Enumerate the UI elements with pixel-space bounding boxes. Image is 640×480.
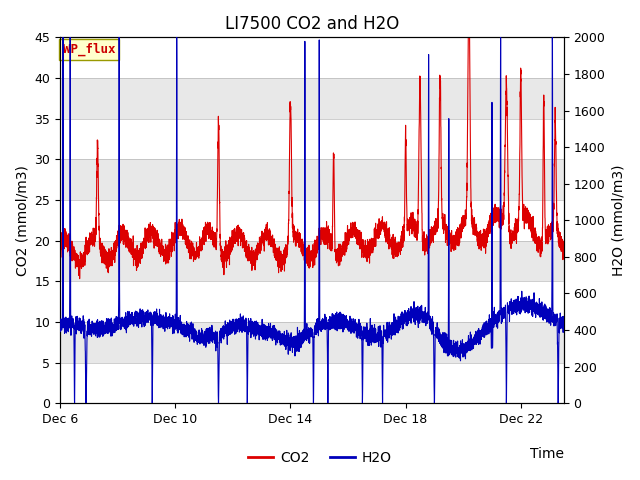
- Bar: [60, 37, 564, 78]
- Bar: [60, 159, 564, 200]
- Y-axis label: CO2 (mmol/m3): CO2 (mmol/m3): [15, 165, 29, 276]
- Bar: [60, 200, 564, 240]
- Bar: [60, 362, 564, 403]
- Title: LI7500 CO2 and H2O: LI7500 CO2 and H2O: [225, 15, 399, 33]
- Bar: [60, 322, 564, 362]
- Bar: [60, 119, 564, 159]
- Bar: [60, 240, 564, 281]
- Bar: [60, 78, 564, 119]
- Text: Time: Time: [530, 447, 564, 461]
- Legend: CO2, H2O: CO2, H2O: [243, 445, 397, 471]
- Bar: [60, 281, 564, 322]
- Y-axis label: H2O (mmol/m3): H2O (mmol/m3): [611, 165, 625, 276]
- Text: WP_flux: WP_flux: [63, 43, 115, 56]
